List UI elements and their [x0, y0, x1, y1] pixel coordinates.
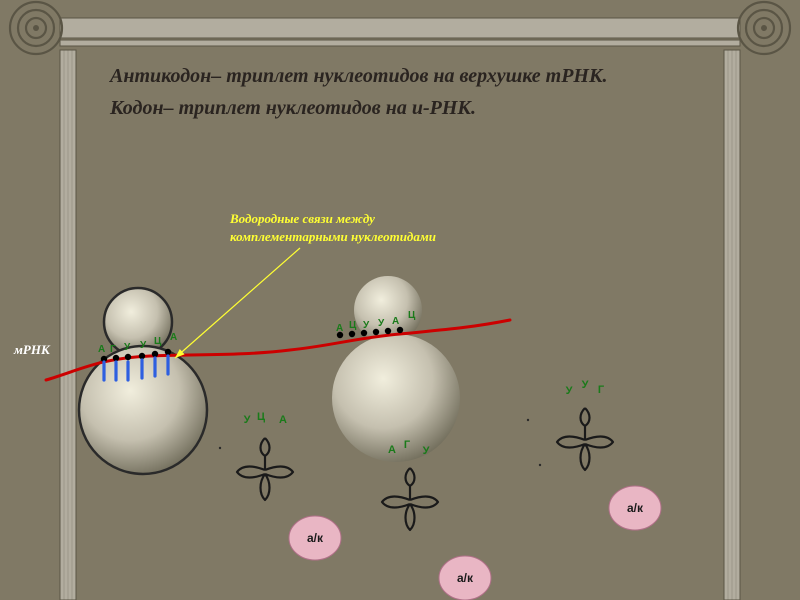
svg-text:А: А	[388, 444, 396, 456]
svg-text:а/к: а/к	[307, 531, 324, 545]
svg-text:а/к: а/к	[457, 571, 474, 585]
svg-text:Ц: Ц	[154, 336, 162, 347]
svg-text:А: А	[98, 344, 105, 355]
svg-text:У: У	[124, 342, 131, 353]
svg-text:У: У	[244, 414, 251, 426]
svg-text:Ц: Ц	[349, 320, 357, 331]
svg-text:Ц: Ц	[257, 411, 265, 423]
title-block: Антикодон– триплет нуклеотидов на верхуш…	[110, 60, 608, 124]
svg-text:Г: Г	[404, 439, 411, 451]
hbond-caption: Водородные связи междукомплементарными н…	[230, 210, 436, 246]
svg-text:а/к: а/к	[627, 501, 644, 515]
svg-text:Ц: Ц	[408, 310, 416, 321]
svg-text:У: У	[582, 379, 589, 391]
svg-text:А: А	[170, 332, 177, 343]
svg-text:А: А	[392, 316, 399, 327]
svg-text:У: У	[363, 320, 370, 331]
svg-text:А: А	[336, 323, 343, 334]
svg-text:У: У	[140, 340, 147, 351]
svg-text:У: У	[378, 318, 385, 329]
svg-text:У: У	[423, 445, 430, 457]
mrna-label: мРНК	[14, 342, 50, 358]
svg-text:А: А	[279, 414, 287, 426]
svg-text:Г: Г	[110, 344, 116, 355]
svg-text:У: У	[566, 385, 573, 397]
svg-text:Г: Г	[598, 384, 605, 396]
